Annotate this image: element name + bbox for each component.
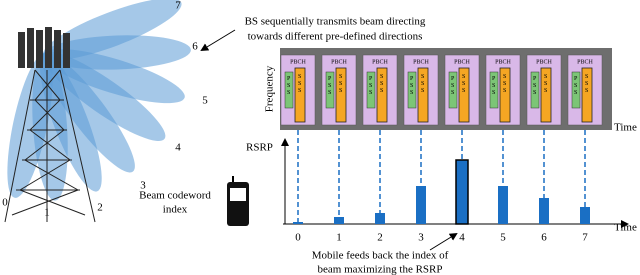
pss-block <box>530 71 540 109</box>
x-tick-label: 5 <box>500 232 506 244</box>
pss-label: PSS <box>532 76 538 97</box>
pbch-label: PBCH <box>413 59 429 65</box>
pss-label: PSS <box>286 76 292 97</box>
beam-label: 5 <box>202 95 208 107</box>
pss-label: PSS <box>409 76 415 97</box>
pbch-label: PBCH <box>495 59 511 65</box>
arrow <box>200 29 236 52</box>
x-tick-label: 1 <box>336 232 342 244</box>
sss-block <box>581 67 593 123</box>
frame-x-label: Time <box>614 122 637 134</box>
pss-label: PSS <box>573 76 579 97</box>
pss-block <box>571 71 581 109</box>
beam-label: 7 <box>175 0 181 12</box>
x-tick-label: 3 <box>418 232 424 244</box>
pss-block <box>407 71 417 109</box>
bar <box>498 186 508 224</box>
pss-block <box>284 71 294 109</box>
sss-block <box>294 67 306 123</box>
x-tick-label: 7 <box>582 232 588 244</box>
sss-block <box>335 67 347 123</box>
pss-block <box>366 71 376 109</box>
sss-block <box>540 67 552 123</box>
sss-label: SSS <box>543 74 549 95</box>
pss-label: PSS <box>327 76 333 97</box>
bar <box>580 207 590 224</box>
pbch-label: PBCH <box>331 59 347 65</box>
beam <box>42 0 182 61</box>
frame-y-label: Frequency <box>264 65 276 112</box>
beam-label: 3 <box>140 180 146 192</box>
beam-label: 4 <box>175 142 181 154</box>
sss-block <box>376 67 388 123</box>
beams <box>7 0 191 201</box>
annotation: Mobile feeds back the index of <box>312 250 449 262</box>
sss-block <box>458 67 470 123</box>
sss-label: SSS <box>461 74 467 95</box>
annotation: beam maximizing the RSRP <box>318 264 443 275</box>
antenna-panels <box>18 27 70 68</box>
sss-label: SSS <box>297 74 303 95</box>
pss-block <box>489 71 499 109</box>
bar <box>539 198 549 224</box>
x-tick-label: 0 <box>295 232 301 244</box>
annotation: towards different pre-defined directions <box>248 31 423 43</box>
pbch-label: PBCH <box>577 59 593 65</box>
x-tick-label: 4 <box>459 232 465 244</box>
x-tick-label: 6 <box>541 232 547 244</box>
sss-label: SSS <box>420 74 426 95</box>
bar <box>293 222 303 224</box>
pss-label: PSS <box>368 76 374 97</box>
beam-codeword-label: index <box>163 204 188 216</box>
pbch-label: PBCH <box>372 59 388 65</box>
pbch-label: PBCH <box>290 59 306 65</box>
annotation: BS sequentially transmits beam directing <box>245 16 426 28</box>
pss-label: PSS <box>450 76 456 97</box>
x-tick-label: 2 <box>377 232 383 244</box>
sss-label: SSS <box>379 74 385 95</box>
bar <box>416 186 426 224</box>
sss-block <box>499 67 511 123</box>
beam-label: 2 <box>97 202 103 214</box>
sss-block <box>417 67 429 123</box>
beam-label: 6 <box>192 41 198 53</box>
sss-label: SSS <box>584 74 590 95</box>
x-axis-label: Time <box>614 222 637 234</box>
bar <box>375 213 385 224</box>
beam-label: 0 <box>2 197 8 209</box>
bar <box>455 159 469 225</box>
phone <box>227 176 249 226</box>
pss-block <box>448 71 458 109</box>
bar <box>334 217 344 224</box>
arrow <box>429 232 458 251</box>
pbch-label: PBCH <box>454 59 470 65</box>
pbch-label: PBCH <box>536 59 552 65</box>
pss-label: PSS <box>491 76 497 97</box>
pss-block <box>325 71 335 109</box>
y-axis-label: RSRP <box>246 142 273 154</box>
beam-label: 1 <box>44 207 50 219</box>
tower <box>4 69 96 223</box>
beam-codeword-label: Beam codeword <box>139 190 211 202</box>
sss-label: SSS <box>338 74 344 95</box>
sss-label: SSS <box>502 74 508 95</box>
